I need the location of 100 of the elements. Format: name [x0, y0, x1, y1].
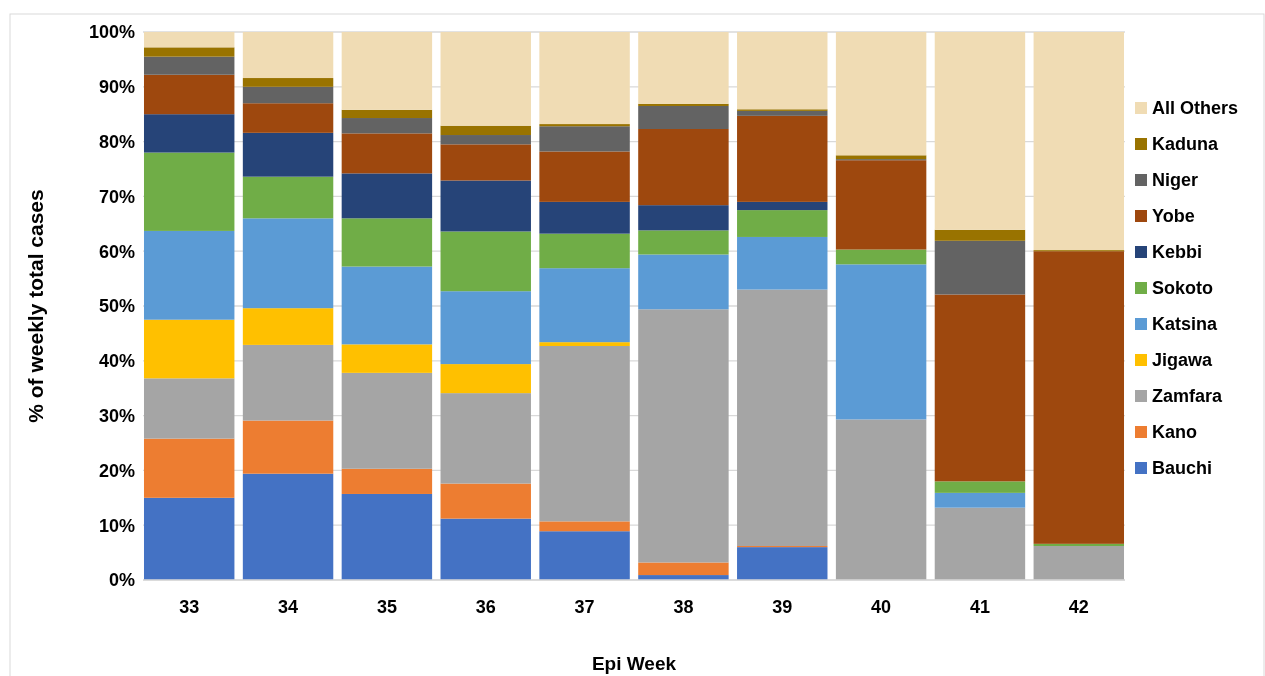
bar — [440, 291, 531, 365]
bar — [539, 531, 630, 580]
x-tick-label: 33 — [179, 597, 200, 617]
bar — [539, 342, 630, 346]
bar — [638, 129, 729, 206]
bar — [341, 173, 433, 219]
y-tick-label: 60% — [98, 241, 135, 262]
bar — [638, 230, 729, 255]
x-tick-label: 38 — [673, 597, 694, 617]
x-tick-label: 40 — [871, 597, 892, 617]
bar — [934, 240, 1026, 295]
bar — [143, 319, 235, 379]
y-axis-title: % of weekly total cases — [24, 189, 47, 423]
bar — [440, 125, 531, 136]
legend-label: All Others — [1152, 98, 1239, 119]
bar — [638, 205, 729, 231]
y-tick-label: 50% — [98, 296, 135, 317]
bar — [638, 105, 729, 129]
bar — [143, 378, 235, 439]
bar — [341, 218, 433, 267]
bar — [638, 309, 729, 563]
bar — [341, 266, 433, 345]
bar — [143, 230, 235, 320]
bar — [143, 114, 235, 153]
bar — [440, 144, 531, 181]
y-tick-label: 100% — [88, 22, 135, 43]
legend-label: Kebbi — [1152, 242, 1203, 263]
bar — [737, 547, 828, 580]
x-tick-label: 36 — [475, 597, 496, 617]
bar — [242, 344, 334, 421]
bar — [440, 483, 531, 519]
bar — [341, 344, 433, 373]
bar — [341, 372, 433, 469]
legend-label: Katsina — [1152, 314, 1219, 335]
bar — [638, 103, 729, 106]
bar — [934, 32, 1026, 230]
x-axis-title: Epi Week — [591, 653, 677, 674]
bar — [934, 481, 1026, 493]
bar — [143, 56, 235, 75]
bar — [242, 308, 334, 345]
bar — [638, 254, 729, 310]
y-tick-label: 80% — [98, 131, 135, 152]
bar — [440, 180, 531, 232]
bar — [242, 218, 334, 309]
y-tick-label: 20% — [98, 460, 135, 481]
bar — [341, 493, 433, 580]
bar — [539, 201, 630, 234]
bar — [242, 86, 334, 104]
bar — [539, 521, 630, 532]
bar — [242, 32, 334, 79]
bar — [934, 492, 1026, 508]
bar — [539, 233, 630, 269]
bar — [242, 176, 334, 219]
bar — [737, 289, 828, 547]
legend-label: Niger — [1152, 170, 1199, 191]
bar — [835, 32, 927, 156]
bar — [143, 74, 235, 115]
bar — [1033, 543, 1125, 547]
bar — [440, 231, 531, 292]
bar — [341, 32, 433, 110]
bar — [737, 201, 828, 211]
bar — [737, 110, 828, 116]
bar — [539, 32, 630, 125]
bar — [143, 152, 235, 231]
bar — [143, 497, 235, 580]
y-tick-label: 0% — [108, 570, 135, 591]
legend-label: Bauchi — [1152, 458, 1213, 479]
bar — [835, 419, 927, 580]
bar — [539, 126, 630, 152]
y-tick-label: 40% — [98, 351, 135, 372]
x-tick-label: 35 — [376, 597, 397, 617]
legend-label: Jigawa — [1152, 350, 1214, 371]
bar — [242, 78, 334, 87]
y-tick-label: 70% — [98, 186, 135, 207]
bar — [440, 32, 531, 126]
bar — [835, 160, 927, 250]
bar — [539, 268, 630, 343]
bar — [1033, 32, 1125, 251]
bar — [934, 294, 1026, 482]
bar — [737, 210, 828, 237]
bar — [242, 103, 334, 133]
bar — [737, 32, 828, 110]
bar — [835, 249, 927, 265]
bar — [440, 135, 531, 145]
bar — [341, 468, 433, 494]
bar — [341, 109, 433, 119]
bar — [539, 151, 630, 202]
bar — [143, 47, 235, 57]
y-tick-label: 30% — [98, 405, 135, 426]
bar — [737, 236, 828, 290]
bar — [539, 124, 630, 127]
x-tick-label: 39 — [772, 597, 793, 617]
bar — [638, 32, 729, 104]
legend-label: Sokoto — [1152, 278, 1213, 299]
y-tick-label: 10% — [98, 515, 135, 536]
bar — [737, 115, 828, 202]
bar — [143, 438, 235, 498]
legend-label: Kaduna — [1152, 134, 1219, 155]
bar — [242, 473, 334, 580]
bar — [341, 118, 433, 134]
